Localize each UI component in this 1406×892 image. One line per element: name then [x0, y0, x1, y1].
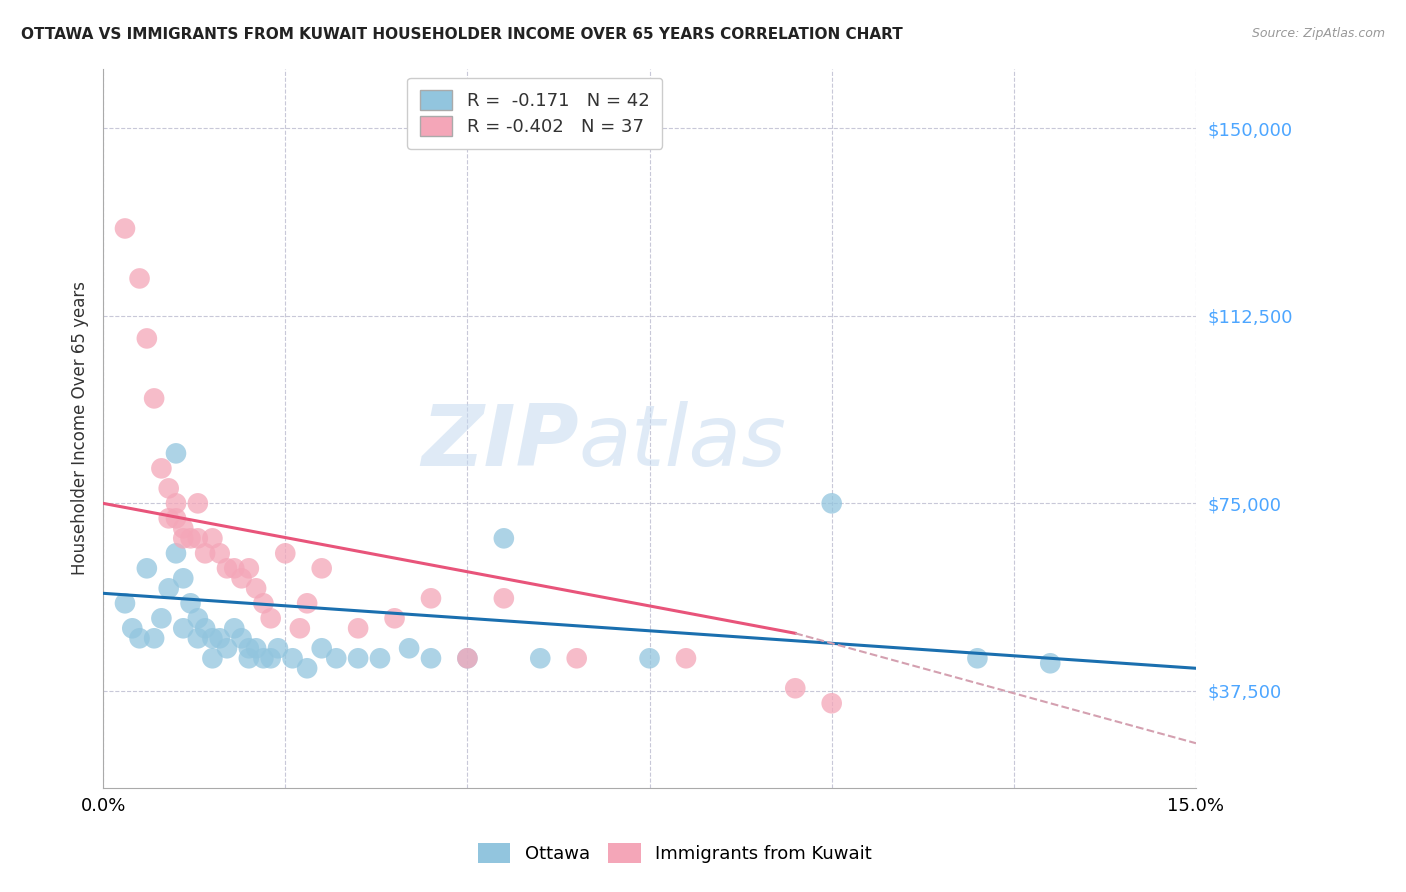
Point: [231, 571, 253, 585]
Point: [208, 546, 231, 560]
Point: [128, 632, 150, 646]
Point: [821, 696, 844, 710]
Point: [224, 561, 246, 575]
Point: [274, 546, 297, 560]
Point: [281, 651, 304, 665]
Point: [231, 632, 253, 646]
Point: [565, 651, 588, 665]
Point: [128, 271, 150, 285]
Text: OTTAWA VS IMMIGRANTS FROM KUWAIT HOUSEHOLDER INCOME OVER 65 YEARS CORRELATION CH: OTTAWA VS IMMIGRANTS FROM KUWAIT HOUSEHO…: [21, 27, 903, 42]
Point: [172, 521, 194, 535]
Point: [180, 532, 202, 546]
Point: [157, 511, 180, 525]
Point: [325, 651, 347, 665]
Point: [165, 446, 187, 460]
Legend: R =  -0.171   N = 42, R = -0.402   N = 37: R = -0.171 N = 42, R = -0.402 N = 37: [408, 78, 662, 149]
Point: [157, 481, 180, 495]
Point: [238, 561, 260, 575]
Point: [165, 496, 187, 510]
Point: [172, 571, 194, 585]
Point: [201, 532, 224, 546]
Point: [114, 221, 136, 235]
Point: [267, 641, 290, 656]
Point: [456, 651, 478, 665]
Point: [224, 621, 246, 635]
Point: [785, 681, 807, 696]
Text: atlas: atlas: [578, 401, 786, 484]
Point: [252, 596, 274, 610]
Point: [201, 632, 224, 646]
Y-axis label: Householder Income Over 65 years: Householder Income Over 65 years: [72, 281, 89, 575]
Point: [150, 461, 173, 475]
Point: [260, 651, 283, 665]
Point: [347, 621, 370, 635]
Point: [165, 511, 187, 525]
Point: [187, 496, 209, 510]
Point: [1039, 657, 1062, 671]
Point: [143, 632, 166, 646]
Point: [311, 561, 333, 575]
Point: [398, 641, 420, 656]
Point: [288, 621, 311, 635]
Point: [187, 632, 209, 646]
Point: [157, 582, 180, 596]
Point: [347, 651, 370, 665]
Point: [114, 596, 136, 610]
Point: [194, 621, 217, 635]
Point: [492, 591, 515, 606]
Text: ZIP: ZIP: [420, 401, 578, 484]
Point: [180, 596, 202, 610]
Point: [194, 546, 217, 560]
Point: [420, 651, 443, 665]
Point: [143, 392, 166, 406]
Point: [638, 651, 661, 665]
Point: [821, 496, 844, 510]
Point: [135, 561, 157, 575]
Point: [187, 532, 209, 546]
Point: [966, 651, 988, 665]
Point: [260, 611, 283, 625]
Point: [311, 641, 333, 656]
Legend: Ottawa, Immigrants from Kuwait: Ottawa, Immigrants from Kuwait: [467, 832, 883, 874]
Point: [121, 621, 143, 635]
Point: [420, 591, 443, 606]
Point: [529, 651, 551, 665]
Point: [201, 651, 224, 665]
Point: [172, 532, 194, 546]
Point: [187, 611, 209, 625]
Point: [208, 632, 231, 646]
Text: Source: ZipAtlas.com: Source: ZipAtlas.com: [1251, 27, 1385, 40]
Point: [238, 651, 260, 665]
Point: [456, 651, 478, 665]
Point: [295, 661, 318, 675]
Point: [215, 561, 238, 575]
Point: [492, 532, 515, 546]
Point: [368, 651, 391, 665]
Point: [384, 611, 406, 625]
Point: [165, 546, 187, 560]
Point: [135, 331, 157, 345]
Point: [245, 582, 267, 596]
Point: [150, 611, 173, 625]
Point: [172, 621, 194, 635]
Point: [215, 641, 238, 656]
Point: [238, 641, 260, 656]
Point: [245, 641, 267, 656]
Point: [295, 596, 318, 610]
Point: [675, 651, 697, 665]
Point: [252, 651, 274, 665]
